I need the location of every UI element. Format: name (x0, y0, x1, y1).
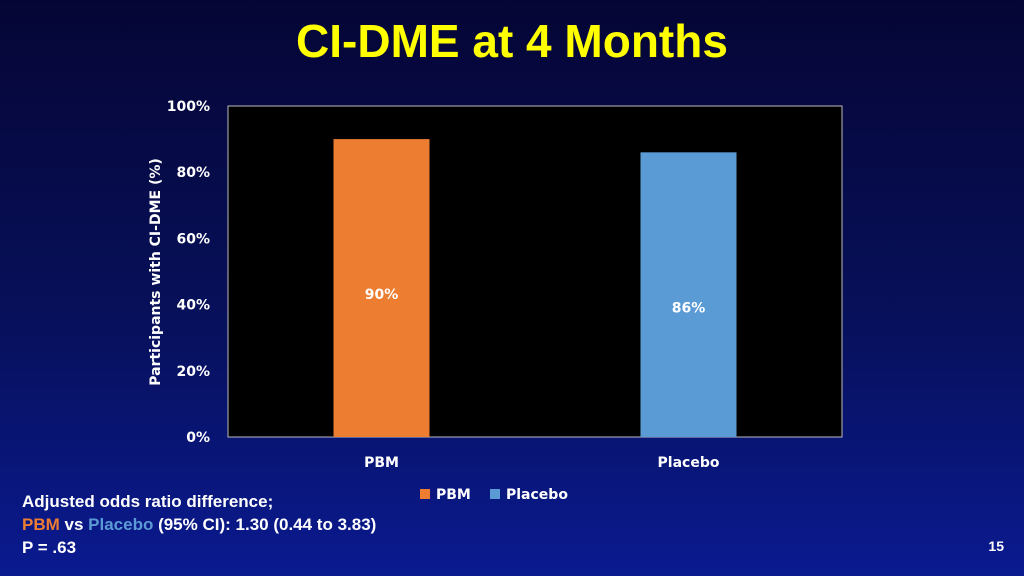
y-tick-label: 40% (176, 298, 210, 314)
chart-title: CI-DME at 4 Months (296, 15, 728, 67)
legend-swatch (490, 489, 500, 499)
notes-line-2: PBM vs Placebo (95% CI): 1.30 (0.44 to 3… (22, 513, 376, 536)
y-tick-label: 60% (176, 231, 210, 247)
pbm-label: PBM (22, 515, 60, 534)
y-tick-label: 20% (176, 364, 210, 380)
y-tick-label: 0% (186, 430, 210, 446)
p-value: P = .63 (22, 538, 77, 557)
plot-area (227, 105, 843, 438)
legend-label: PBM (436, 487, 471, 503)
legend-label: Placebo (506, 487, 568, 503)
vs-label: vs (59, 515, 89, 534)
ci-text: (95% CI): 1.30 (0.44 to 3.83) (153, 515, 377, 534)
legend-swatch (420, 489, 430, 499)
x-tick-label: Placebo (658, 455, 720, 471)
odds-ratio-notes: Adjusted odds ratio difference; PBM vs P… (22, 490, 376, 559)
bar-placebo (640, 152, 737, 437)
data-label: 90% (365, 287, 399, 303)
notes-line-1: Adjusted odds ratio difference; (22, 492, 274, 511)
y-axis-label: Participants with CI-DME (%) (148, 158, 164, 386)
data-label: 86% (672, 300, 706, 316)
x-tick-label: PBM (364, 455, 399, 471)
placebo-label: Placebo (88, 515, 154, 534)
page-number: 15 (988, 538, 1004, 554)
y-tick-label: 80% (176, 165, 210, 181)
y-tick-label: 100% (167, 99, 210, 115)
bar-pbm (333, 139, 430, 437)
